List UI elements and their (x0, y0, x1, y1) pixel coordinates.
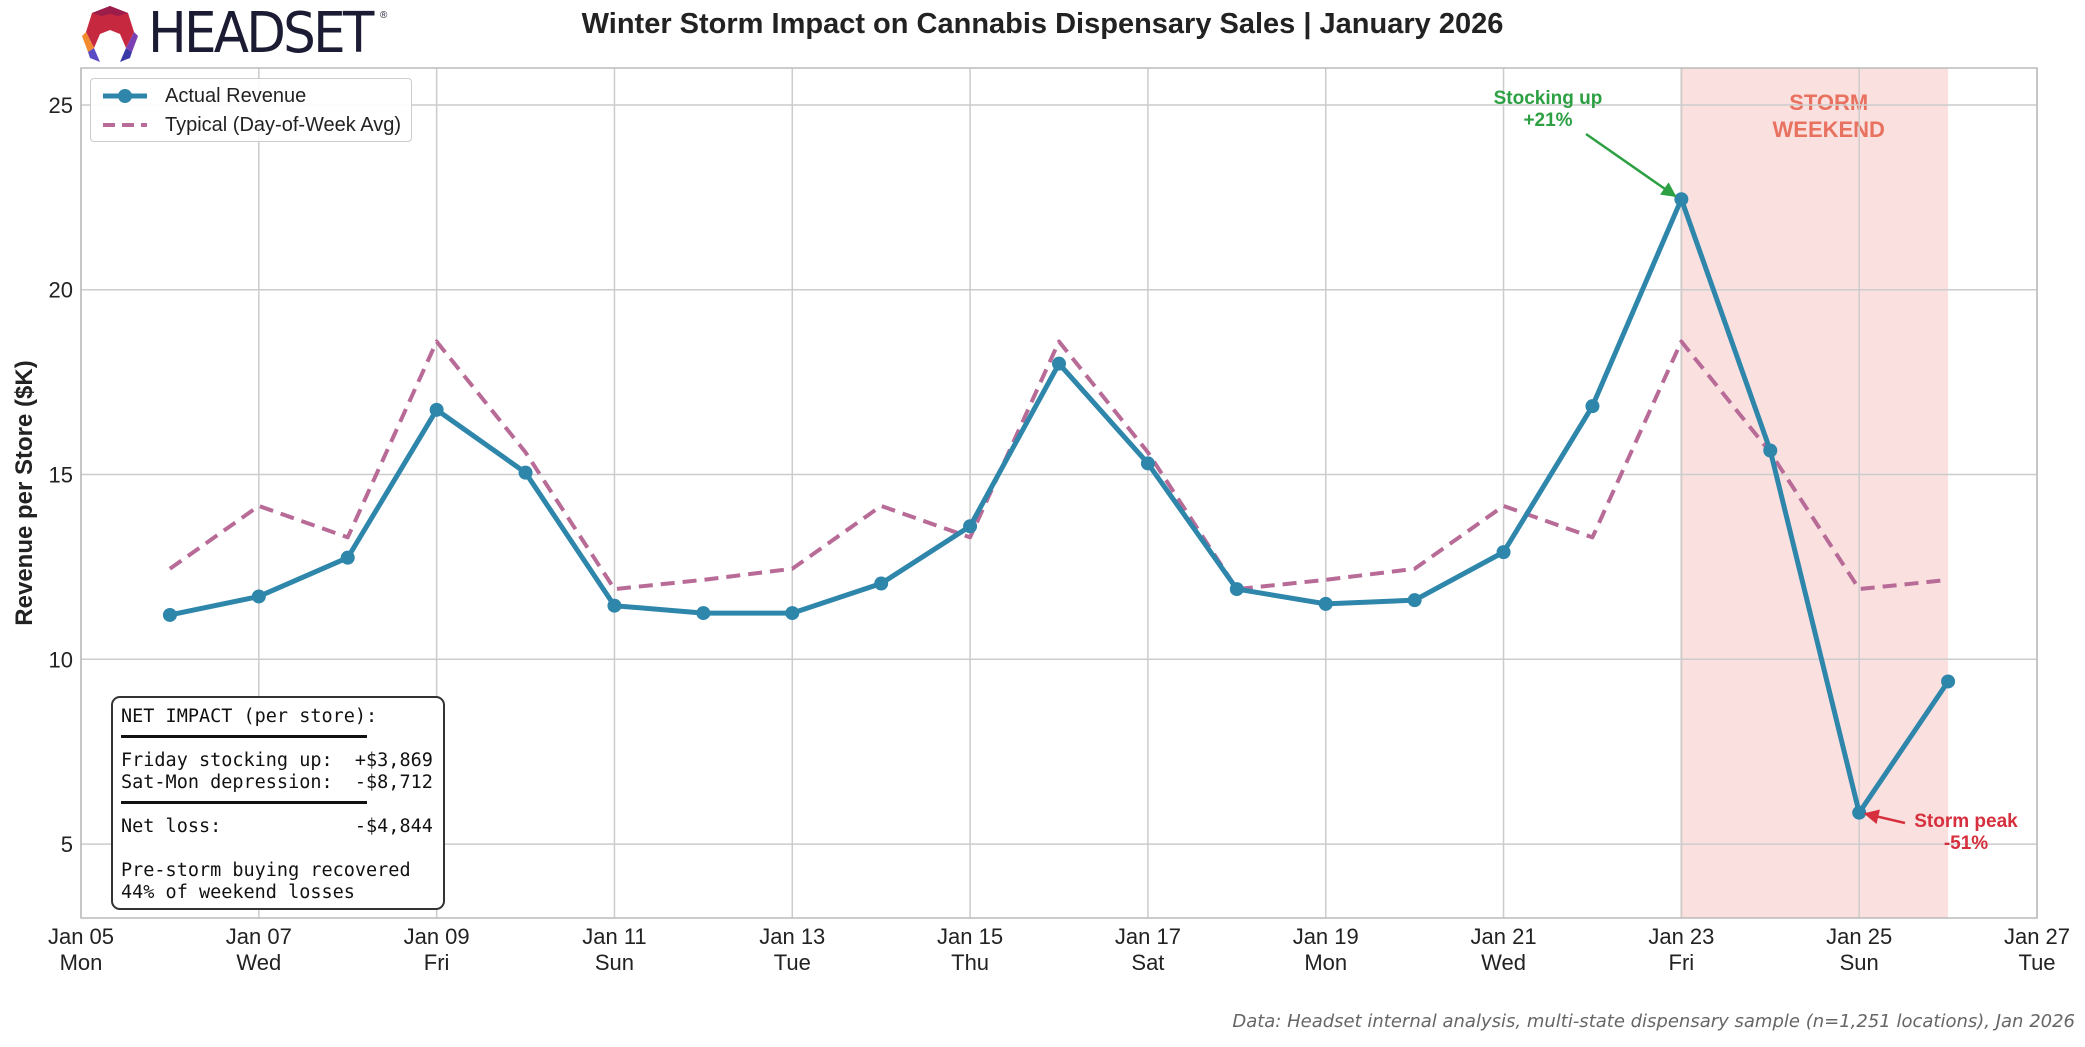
x-tick-day-label: Wed (236, 950, 281, 975)
data-point-actual (1763, 443, 1778, 458)
data-point-actual (1407, 593, 1422, 608)
data-point-actual (1941, 674, 1956, 689)
x-tick-label: Jan 09 (404, 924, 470, 949)
legend-item-typical: Typical (Day-of-Week Avg) (99, 113, 401, 137)
headset-logo: HEADSET ® (80, 1, 400, 66)
chart-legend: Actual Revenue Typical (Day-of-Week Avg) (90, 78, 412, 142)
data-point-actual (874, 576, 889, 591)
y-tick-label: 5 (61, 832, 73, 857)
x-tick-day-label: Tue (2018, 950, 2055, 975)
legend-item-actual: Actual Revenue (99, 84, 306, 108)
legend-label-typical: Typical (Day-of-Week Avg) (165, 113, 402, 136)
annotation-storm-peak: Storm peak (1914, 811, 2018, 832)
chart-title: Winter Storm Impact on Cannabis Dispensa… (581, 8, 1504, 40)
data-point-actual (696, 606, 711, 621)
legend-label-actual: Actual Revenue (165, 84, 307, 107)
data-point-actual (1318, 596, 1333, 611)
net-impact-note: 44% of weekend losses (121, 882, 355, 903)
x-tick-day-label: Sun (595, 950, 634, 975)
source-note: Data: Headset internal analysis, multi-s… (1232, 1011, 2075, 1032)
x-tick-day-label: Fri (1669, 950, 1695, 975)
y-tick-label: 25 (49, 93, 73, 118)
storm-label: WEEKEND (1773, 117, 1885, 142)
data-point-actual (1229, 582, 1244, 597)
data-point-actual (1674, 192, 1689, 207)
storm-band (1681, 68, 1949, 918)
x-tick-day-label: Sat (1131, 950, 1164, 975)
data-point-actual (963, 519, 978, 534)
storm-label: STORM (1789, 90, 1868, 115)
y-tick-label: 15 (49, 463, 73, 488)
annotation-storm-peak-pct: -51% (1944, 833, 1988, 854)
y-tick-label: 10 (49, 647, 73, 672)
legend-swatch-actual (103, 89, 147, 103)
net-impact-row: Friday stocking up: +$3,869 (121, 750, 433, 771)
x-tick-label: Jan 13 (759, 924, 825, 949)
annotation-stocking-up: Stocking up (1494, 88, 1603, 109)
data-point-actual (1140, 456, 1155, 471)
y-axis-label: Revenue per Store ($K) (11, 360, 38, 625)
data-point-actual (1052, 356, 1066, 371)
logo-wordmark: HEADSET (148, 1, 374, 66)
net-impact-note: Pre-storm buying recovered (121, 860, 411, 881)
x-tick-day-label: Mon (1304, 950, 1347, 975)
x-tick-day-label: Thu (951, 950, 989, 975)
data-point-actual (607, 598, 622, 613)
x-tick-label: Jan 19 (1293, 924, 1359, 949)
x-tick-label: Jan 17 (1115, 924, 1181, 949)
net-impact-divider (121, 735, 367, 738)
logo-registered-mark: ® (380, 10, 388, 21)
y-tick-label: 20 (49, 278, 73, 303)
x-tick-day-label: Fri (424, 950, 450, 975)
x-tick-label: Jan 15 (937, 924, 1003, 949)
x-tick-label: Jan 11 (582, 924, 646, 949)
annotation-stocking-up-pct: +21% (1523, 110, 1572, 131)
data-point-actual (162, 607, 177, 622)
x-tick-label: Jan 07 (226, 924, 292, 949)
annotation-arrow-up (1585, 132, 1677, 198)
data-point-actual (518, 465, 533, 480)
annotation-arrow-down (1863, 809, 1906, 825)
x-tick-day-label: Wed (1481, 950, 1526, 975)
x-tick-day-label: Sun (1840, 950, 1879, 975)
data-point-actual (1585, 399, 1600, 414)
x-tick-label: Jan 25 (1826, 924, 1892, 949)
data-point-actual (429, 402, 444, 417)
net-impact-divider (121, 801, 367, 804)
data-point-actual (1496, 545, 1511, 560)
net-impact-total: Net loss: -$4,844 (121, 816, 433, 837)
headset-logo-mark-icon (82, 6, 138, 62)
net-impact-box: NET IMPACT (per store): Friday stocking … (111, 696, 445, 910)
x-tick-label: Jan 05 (48, 924, 114, 949)
x-tick-day-label: Mon (60, 950, 103, 975)
x-tick-day-label: Tue (774, 950, 811, 975)
net-impact-heading: NET IMPACT (per store): (121, 706, 378, 727)
series-line-typical (168, 339, 1949, 592)
data-point-actual (1852, 805, 1867, 820)
legend-swatch-typical (103, 123, 147, 127)
plot-frame (80, 67, 2038, 919)
data-point-actual (785, 606, 800, 621)
data-point-actual (251, 589, 266, 604)
data-point-actual (340, 550, 355, 565)
x-tick-label: Jan 23 (1648, 924, 1714, 949)
x-tick-label: Jan 21 (1471, 924, 1537, 949)
x-tick-label: Jan 27 (2004, 924, 2070, 949)
net-impact-row: Sat-Mon depression: -$8,712 (121, 772, 433, 793)
